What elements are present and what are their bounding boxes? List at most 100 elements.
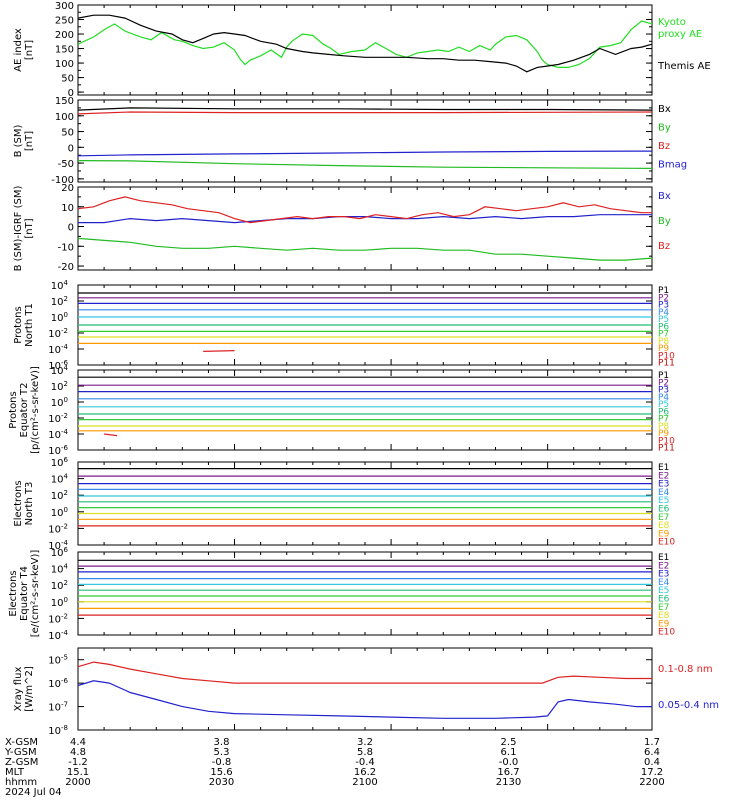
ephemeris-value: 5.8	[357, 747, 373, 758]
y-tick-label: 0	[68, 143, 74, 154]
series-line	[77, 20, 653, 69]
legend-entry: E7	[658, 603, 669, 613]
legend-entry: E3	[658, 480, 669, 490]
y-axis-label: AE index	[13, 28, 24, 72]
legend-entry: P7	[658, 415, 669, 425]
plot-date: 2024 Jul 04	[5, 787, 62, 798]
y-tick-label: 100	[55, 59, 74, 70]
legend-entry: Bx	[658, 191, 671, 202]
y-tick-label: 102	[51, 295, 68, 308]
ephemeris-value: 17.2	[641, 767, 663, 778]
y-tick-label: 104	[51, 364, 69, 377]
y-tick-label: 102	[51, 489, 68, 502]
series-line	[77, 107, 653, 111]
y-tick-label: -10	[58, 242, 74, 253]
y-tick-label: -20	[58, 262, 74, 273]
ephemeris-value: 16.7	[497, 767, 519, 778]
y-axis-label: [nT]	[24, 131, 35, 151]
legend-entry: Bmag	[658, 160, 687, 171]
ephemeris-value: 2.5	[501, 737, 517, 748]
y-tick-label: 150	[55, 96, 74, 107]
ephemeris-value: 5.3	[214, 747, 230, 758]
legend-entry: P11	[658, 444, 675, 454]
ephemeris-value: 15.6	[210, 767, 232, 778]
legend-entry: P2	[658, 293, 669, 303]
y-axis-label: Equator T2	[19, 383, 30, 438]
ephemeris-value: 2130	[496, 777, 521, 788]
legend-entry: By	[658, 216, 671, 227]
series-line	[77, 111, 653, 115]
y-tick-label: 106	[51, 546, 69, 559]
legend-entry: P5	[658, 315, 669, 325]
y-axis-label: Xray flux	[13, 667, 24, 712]
ephemeris-value: 2200	[639, 777, 664, 788]
legend-entry: P10	[658, 436, 675, 446]
legend-entry: proxy AE	[658, 29, 702, 40]
y-tick-label: 10-4	[48, 539, 68, 552]
legend-entry: Themis AE	[657, 61, 711, 72]
series-line	[77, 160, 653, 169]
series-line	[203, 350, 235, 352]
legend-entry: E2	[658, 561, 669, 571]
y-axis-label: [W/m^2]	[24, 666, 35, 712]
series-line	[77, 150, 653, 157]
panel-frame	[77, 369, 653, 451]
legend-entry: E9	[658, 619, 670, 629]
y-tick-label: 10-4	[48, 629, 68, 642]
y-tick-label: 104	[51, 473, 69, 486]
ephemeris-value: 4.4	[70, 737, 86, 748]
y-axis-label: North T1	[24, 303, 35, 347]
y-tick-label: 10-6	[48, 444, 68, 457]
legend-entry: P1	[658, 371, 669, 381]
ephemeris-value: 6.4	[644, 747, 660, 758]
ephemeris-value: 2030	[209, 777, 234, 788]
y-tick-label: 100	[51, 596, 68, 609]
y-tick-label: 10-4	[48, 428, 68, 441]
legend-entry: P4	[658, 308, 669, 318]
ephemeris-value: 3.8	[214, 737, 230, 748]
series-line	[78, 214, 652, 224]
y-tick-label: 0	[68, 88, 74, 99]
y-tick-label: 250	[55, 16, 74, 27]
legend-entry: E6	[658, 505, 670, 515]
ephemeris-row-label: Y-GSM	[4, 747, 37, 758]
y-tick-label: 100	[51, 396, 68, 409]
y-tick-label: 100	[55, 112, 74, 123]
ephemeris-value: 3.2	[357, 737, 373, 748]
legend-entry: P8	[658, 422, 669, 432]
series-line	[77, 237, 653, 261]
y-axis-label: Electrons	[8, 570, 19, 616]
legend-entry: Kyoto	[658, 17, 686, 28]
legend-entry: E6	[658, 595, 670, 605]
y-axis-label: [p/(cm²-s-sr-keV)]	[30, 366, 41, 454]
ephemeris-value: 0.4	[644, 757, 660, 768]
legend-entry: P5	[658, 400, 669, 410]
y-axis-label: North T3	[24, 482, 35, 526]
ephemeris-row-label: hhmm	[5, 777, 37, 788]
y-tick-label: 10-2	[48, 522, 68, 535]
legend-entry: P2	[658, 378, 669, 388]
y-tick-label: 10-2	[48, 612, 68, 625]
legend-entry: By	[658, 123, 671, 134]
y-tick-label: 10	[61, 203, 74, 214]
y-axis-label: [nT]	[24, 40, 35, 60]
y-tick-label: -100	[51, 175, 74, 186]
legend-entry: P11	[658, 359, 675, 369]
legend-entry: E7	[658, 513, 669, 523]
series-line	[104, 433, 118, 437]
legend-entry: E8	[658, 611, 670, 621]
legend-entry: P6	[658, 322, 669, 332]
y-tick-label: 104	[51, 279, 69, 292]
legend-entry: E1	[658, 463, 669, 473]
legend-entry: 0.05-0.4 nm	[658, 700, 719, 711]
ephemeris-value: -0.8	[212, 757, 232, 768]
y-tick-label: 20	[61, 183, 74, 194]
legend-entry: P7	[658, 330, 669, 340]
ephemeris-value: -0.4	[355, 757, 375, 768]
legend-entry: P6	[658, 407, 669, 417]
y-axis-label: [nT]	[24, 218, 35, 238]
y-tick-label: 10-7	[48, 701, 68, 714]
ephemeris-value: 15.1	[67, 767, 89, 778]
y-tick-label: 102	[51, 380, 68, 393]
ephemeris-row-label: MLT	[5, 767, 25, 778]
